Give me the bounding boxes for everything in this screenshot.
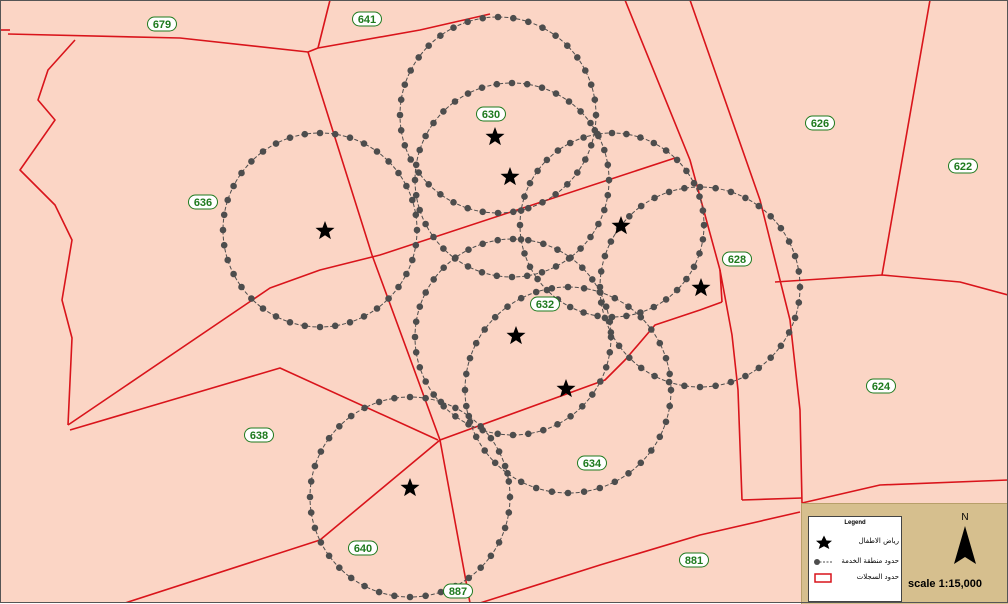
legend-label-records: حدود السجلات	[856, 573, 899, 581]
parcel-label: 641	[352, 11, 382, 27]
service-ring	[411, 235, 615, 439]
parcel-label: 632	[530, 296, 560, 312]
legend-row-kindergarten: رياض الاطفال	[813, 535, 899, 549]
parcel-number: 630	[482, 109, 500, 121]
parcel-number: 632	[536, 299, 554, 311]
parcel-label: 624	[866, 378, 896, 394]
dotted-circle-icon	[814, 559, 832, 565]
service-ring	[596, 183, 804, 391]
service-ring	[461, 283, 675, 497]
legend-title: Legend	[844, 520, 866, 526]
parcel-number: 634	[583, 458, 602, 470]
legend-box: Legend رياض الاطفال حدود منطقة الخدمة حد…	[808, 516, 902, 602]
parcel-label: 679	[147, 16, 177, 32]
legend-label-service-area: حدود منطقة الخدمة	[841, 557, 899, 565]
scale-label: scale 1:15,000	[908, 578, 983, 590]
north-arrow-icon	[954, 526, 976, 564]
parcel-number: 679	[153, 19, 171, 31]
parcel-number: 626	[811, 118, 829, 130]
kindergarten-markers	[315, 127, 711, 497]
north-letter: N	[961, 512, 969, 523]
service-ring	[219, 129, 421, 331]
legend-row-service-area: حدود منطقة الخدمة	[813, 555, 899, 569]
parcel-label: 881	[679, 552, 709, 568]
parcel-labels: 679 641 630 626 622 636 628 632 624 638 634 640 881 8…	[147, 11, 978, 599]
kindergarten-star-icon[interactable]	[691, 278, 711, 297]
parcel-number: 640	[354, 543, 372, 555]
parcel-number: 887	[449, 586, 467, 598]
red-rect-icon	[814, 573, 832, 583]
kindergarten-star-icon[interactable]	[500, 167, 520, 186]
kindergarten-star-icon[interactable]	[315, 221, 335, 240]
parcel-label: 640	[348, 540, 378, 556]
kindergarten-star-icon[interactable]	[400, 478, 420, 497]
parcel-number: 624	[872, 381, 891, 393]
parcel-label: 634	[577, 455, 607, 471]
parcel-label: 626	[805, 115, 835, 131]
parcel-number: 622	[954, 161, 972, 173]
parcel-number: 636	[194, 197, 212, 209]
legend-row-records: حدود السجلات	[813, 571, 899, 585]
star-icon	[816, 535, 832, 549]
parcel-label: 887	[443, 583, 473, 599]
service-ring	[411, 79, 613, 281]
kindergarten-star-icon[interactable]	[485, 127, 505, 146]
parcel-label: 622	[948, 158, 978, 174]
parcel-number: 641	[358, 14, 376, 26]
legend-label-kindergarten: رياض الاطفال	[858, 537, 899, 545]
parcel-label: 630	[476, 106, 506, 122]
parcel-label: 636	[188, 194, 218, 210]
service-area-rings	[219, 13, 804, 601]
service-ring	[396, 13, 600, 217]
kindergarten-star-icon[interactable]	[556, 379, 576, 398]
parcel-label: 628	[722, 251, 752, 267]
kindergarten-star-icon[interactable]	[611, 216, 631, 235]
kindergarten-star-icon[interactable]	[506, 326, 526, 345]
legend-panel: Legend رياض الاطفال حدود منطقة الخدمة حد…	[801, 503, 1008, 604]
parcel-number: 881	[685, 555, 703, 567]
parcel-label: 638	[244, 427, 274, 443]
parcel-number: 628	[728, 254, 746, 266]
parcel-number: 638	[250, 430, 268, 442]
north-arrow: N	[950, 512, 980, 572]
